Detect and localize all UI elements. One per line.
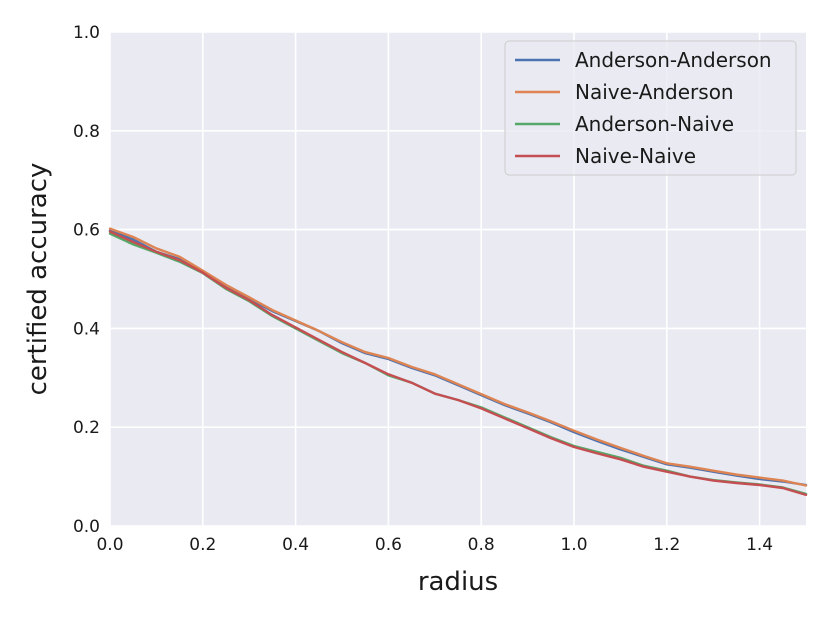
x-axis-ticks: 0.0 0.2 0.4 0.6 0.8 1.0 1.2 1.4 (96, 535, 773, 555)
x-tick-label: 1.2 (653, 535, 680, 555)
x-tick-label: 0.0 (96, 535, 123, 555)
y-tick-label: 0.8 (73, 122, 100, 142)
series-line-naive-naive (108, 230, 808, 497)
y-tick-label: 0.6 (73, 221, 100, 241)
legend: Anderson-Anderson Naive-Anderson Anderson-… (504, 40, 797, 176)
y-axis-title: certified accuracy (23, 163, 53, 396)
y-tick-label: 0.4 (73, 319, 100, 339)
legend-box (504, 40, 797, 176)
legend-label-anderson-naive: Anderson-Naive (575, 112, 734, 136)
legend-label-naive-naive: Naive-Naive (575, 144, 696, 168)
legend-label-naive-anderson: Naive-Anderson (575, 80, 734, 104)
x-tick-label: 1.4 (746, 535, 773, 555)
series-lines (108, 227, 808, 497)
y-tick-label: 1.0 (73, 23, 100, 43)
y-axis-ticks: 0.0 0.2 0.4 0.6 0.8 1.0 (73, 23, 100, 537)
x-tick-label: 0.4 (282, 535, 309, 555)
legend-label-anderson-anderson: Anderson-Anderson (575, 48, 772, 72)
x-tick-label: 1.0 (560, 535, 587, 555)
x-tick-label: 0.8 (468, 535, 495, 555)
x-tick-label: 0.6 (375, 535, 402, 555)
series-line-naive-anderson (108, 227, 808, 487)
y-tick-label: 0.2 (73, 418, 100, 438)
y-tick-label: 0.0 (73, 517, 100, 537)
x-axis-title: radius (418, 567, 498, 597)
x-tick-label: 0.2 (189, 535, 216, 555)
